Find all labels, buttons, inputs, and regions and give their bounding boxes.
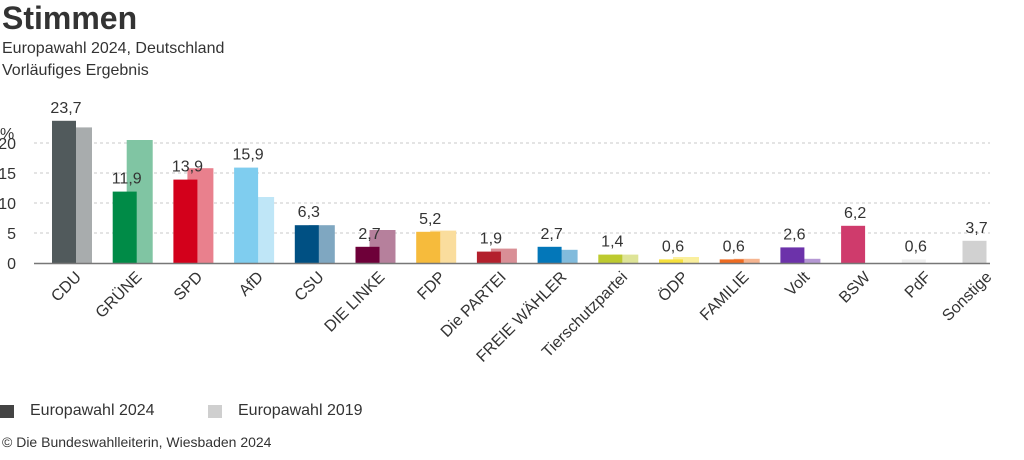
data-label: 23,7 [50,100,81,117]
bar-2024 [962,240,987,263]
data-label: 0,6 [905,238,927,255]
data-label: 13,9 [172,159,203,176]
x-tick-label: CSU [292,269,328,305]
y-axis-label: % [0,126,14,143]
legend-label-2019: Europawahl 2019 [238,402,363,419]
bar-2024 [112,191,137,263]
y-tick-label: 15 [0,166,16,183]
bar-2024 [719,259,744,263]
bar-2019 [612,254,639,263]
legend-item-2024: Europawahl 2024 [0,402,155,420]
y-tick-label: 10 [0,196,16,213]
x-tick-label: FAMILIE [697,269,752,324]
data-label: 5,2 [419,211,441,228]
bar-2024 [901,259,926,263]
x-tick-label: GRÜNE [92,268,146,322]
bar-2024 [52,120,76,263]
legend-item-2019: Europawahl 2019 [208,402,363,420]
bar-2024 [476,251,501,263]
x-tick-label: FDP [414,269,449,304]
data-label: 1,4 [601,234,623,251]
bar-chart: 0 5 10 15 20% 23,7 CDU 11,9 GRÜNE 13,9 SPD 15,9 AfD 6… [0,100,995,366]
data-label: 15,9 [233,147,264,164]
legend-swatch-2019 [208,404,222,418]
chart-subtitle-status: Vorläufiges Ergebnis [2,62,149,79]
x-tick-label: PdF [902,269,935,302]
data-label: 2,7 [540,226,562,243]
bar-2024 [294,225,319,263]
x-tick-label: ÖDP [655,268,692,305]
data-label: 2,7 [358,226,380,243]
legend-swatch-2024 [0,404,14,418]
bar-2019 [673,257,699,263]
data-label: 0,6 [723,238,745,255]
bar-2019 [794,258,821,263]
chart-subtitle: Europawahl 2024, Deutschland [2,40,225,57]
data-label: 11,9 [112,171,142,188]
x-tick-label: BSW [836,268,874,306]
data-label: 6,2 [844,205,866,222]
x-tick-label: Sonstige [939,269,995,325]
bar-2024 [537,246,562,263]
y-tick-label: 5 [7,226,16,243]
legend-label-2024: Europawahl 2024 [30,402,155,419]
x-tick-label: SPD [171,269,206,304]
x-tick-label: Volt [782,268,813,299]
x-tick-label: DIE LINKE [322,269,389,336]
x-tick-label: AfD [236,269,267,300]
bar-2024 [416,231,441,263]
data-label: 6,3 [298,204,320,221]
data-label: 3,7 [965,220,987,237]
bar-2024 [355,246,380,263]
copyright: © Die Bundeswahlleiterin, Wiesbaden 2024 [2,434,272,450]
bar-2024 [173,179,198,263]
bar-2024 [841,225,866,263]
bar-2024 [234,167,259,263]
data-label: 2,6 [783,226,805,243]
data-label: 0,6 [662,238,684,255]
chart-title: Stimmen [2,0,138,36]
bar-2019 [733,258,760,263]
data-label: 1,9 [480,231,502,248]
x-tick-label: CDU [48,269,85,306]
y-tick-label: 0 [7,256,16,273]
y-tick-label: 20 [0,136,16,153]
bar-2024 [659,259,683,263]
bar-2024 [780,247,805,263]
bar-2024 [598,254,623,263]
